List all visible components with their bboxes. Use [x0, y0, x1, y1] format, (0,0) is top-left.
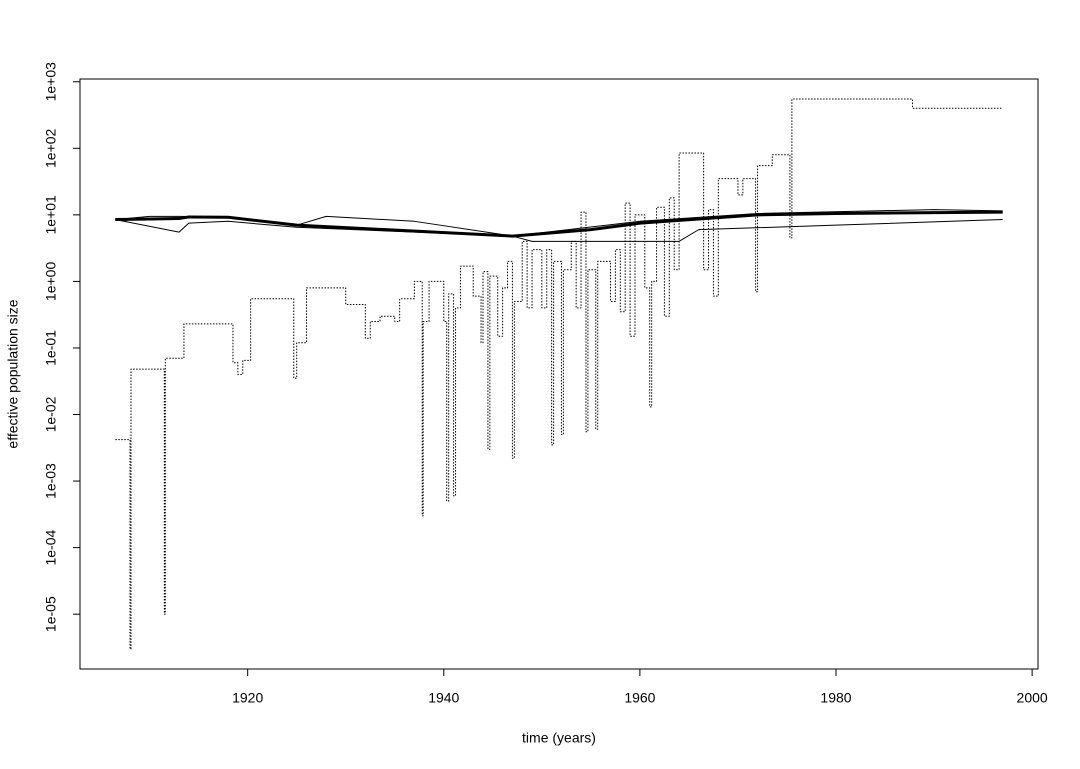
y-tick-label: 1e+03	[43, 62, 59, 102]
y-tick-label: 1e-03	[43, 463, 59, 499]
series-line	[115, 209, 1003, 237]
x-tick-label: 1940	[428, 690, 459, 706]
y-tick-label: 1e+02	[43, 128, 59, 168]
y-tick-label: 1e-02	[43, 396, 59, 432]
y-tick-label: 1e-05	[43, 596, 59, 632]
y-axis-label: effective population size	[5, 299, 21, 448]
x-tick-label: 1920	[232, 690, 263, 706]
y-tick-label: 1e+00	[43, 262, 59, 302]
y-tick-label: 1e-04	[43, 530, 59, 566]
x-tick-label: 1980	[820, 690, 851, 706]
x-tick-label: 1960	[624, 690, 655, 706]
x-axis-label: time (years)	[522, 730, 596, 746]
series-line	[115, 98, 1003, 650]
y-tick-label: 1e+01	[43, 195, 59, 235]
x-tick-label: 2000	[1017, 690, 1048, 706]
y-tick-label: 1e-01	[43, 330, 59, 366]
plot-frame	[79, 78, 1039, 670]
series-line	[115, 210, 1003, 238]
